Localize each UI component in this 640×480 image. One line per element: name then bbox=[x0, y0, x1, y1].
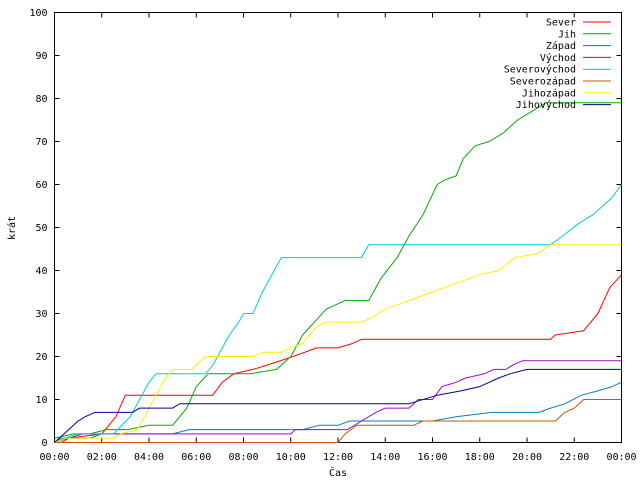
y-tick-label: 20 bbox=[35, 352, 47, 363]
series-line-7 bbox=[54, 244, 622, 443]
x-tick-label: 18:00 bbox=[465, 452, 495, 463]
x-tick-label: 10:00 bbox=[276, 452, 306, 463]
x-tick-label: 20:00 bbox=[512, 452, 542, 463]
y-tick-label: 30 bbox=[35, 309, 47, 320]
y-tick-label: 40 bbox=[35, 266, 47, 277]
x-tick-label: 22:00 bbox=[559, 452, 589, 463]
y-tick-label: 100 bbox=[29, 8, 47, 19]
y-tick-label: 50 bbox=[35, 223, 47, 234]
y-tick-label: 60 bbox=[35, 180, 47, 191]
series-line-8 bbox=[54, 368, 622, 443]
y-tick-label: 90 bbox=[35, 51, 47, 62]
x-tick-label: 02:00 bbox=[87, 452, 117, 463]
x-tick-label: 04:00 bbox=[134, 452, 164, 463]
x-tick-label: 16:00 bbox=[417, 452, 447, 463]
legend-label: Jih bbox=[558, 29, 576, 40]
x-axis-label: Čas bbox=[329, 466, 347, 479]
y-axis-label: krát bbox=[6, 216, 18, 240]
series-line-1 bbox=[61, 274, 622, 443]
x-tick-label: 00:00 bbox=[39, 452, 69, 463]
series-line-4 bbox=[54, 360, 622, 443]
legend-label: Západ bbox=[546, 40, 576, 52]
legend-label: Jihovýchod bbox=[516, 99, 576, 111]
legend-label: Severozápad bbox=[510, 76, 576, 88]
y-tick-label: 0 bbox=[41, 438, 47, 449]
series-line-6 bbox=[54, 399, 622, 443]
x-tick-label: 00:00 bbox=[606, 452, 636, 463]
y-tick-label: 80 bbox=[35, 94, 47, 105]
legend-label: Sever bbox=[546, 18, 576, 29]
legend-label: Východ bbox=[540, 52, 576, 64]
x-tick-label: 14:00 bbox=[370, 452, 400, 463]
y-tick-label: 10 bbox=[35, 395, 47, 406]
series-line-2 bbox=[54, 102, 622, 439]
x-tick-label: 12:00 bbox=[323, 452, 353, 463]
x-tick-label: 06:00 bbox=[181, 452, 211, 463]
legend-label: Severovýchod bbox=[504, 64, 576, 76]
legend-label: Jihozápad bbox=[522, 87, 576, 99]
x-tick-label: 08:00 bbox=[228, 452, 258, 463]
y-tick-label: 70 bbox=[35, 137, 47, 148]
series-line-5 bbox=[54, 184, 622, 443]
